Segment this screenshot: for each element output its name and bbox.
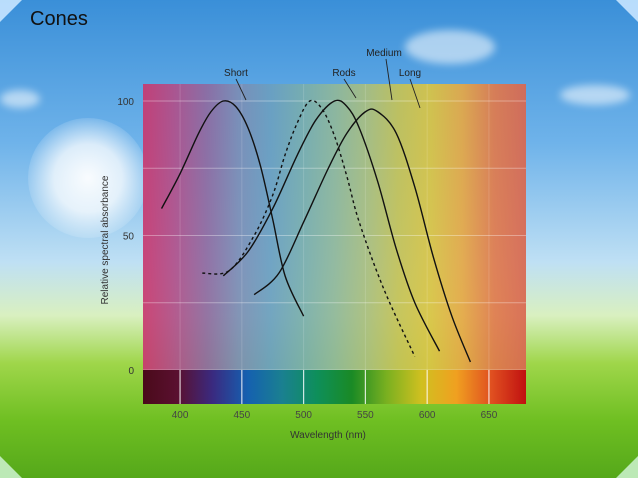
- y-tick-group: 0 50 100: [117, 97, 134, 377]
- cloud: [560, 85, 630, 105]
- y-tick-label: 0: [128, 366, 134, 377]
- series-line-long: [253, 108, 472, 363]
- corner-triangle-top-right: [616, 0, 638, 22]
- dandelion-decoration: [28, 118, 148, 238]
- series-line-rods: [202, 99, 416, 357]
- x-tick-group: 400 450 500 550 600 650: [172, 370, 498, 421]
- series-leader-medium: [385, 58, 393, 101]
- y-tick-label: 100: [117, 97, 134, 108]
- x-tick-label: 450: [233, 410, 250, 421]
- series-label-short: Short: [224, 68, 248, 79]
- series-line-short: [160, 100, 305, 317]
- x-tick-label: 400: [172, 410, 189, 421]
- series-leader-short: [235, 78, 247, 101]
- x-tick-label: 650: [481, 410, 498, 421]
- y-axis-label: Relative spectral absorbance: [100, 175, 111, 304]
- slide-title: Cones: [30, 8, 88, 30]
- x-tick-label: 500: [295, 410, 312, 421]
- corner-triangle-bottom-right: [616, 456, 638, 478]
- curve-group: [160, 99, 472, 363]
- series-leader-rods: [343, 78, 357, 99]
- corner-triangle-bottom-left: [0, 456, 22, 478]
- x-tick-label: 600: [419, 410, 436, 421]
- x-axis-label: Wavelength (nm): [290, 430, 366, 441]
- series-label-long: Long: [399, 68, 421, 79]
- series-leader-long: [409, 78, 421, 109]
- cloud: [405, 30, 495, 64]
- spectrum-bar: [143, 370, 526, 404]
- cloud: [0, 90, 40, 108]
- series-line-medium: [222, 99, 441, 352]
- series-label-medium: Medium: [366, 48, 402, 59]
- corner-triangle-top-left: [0, 0, 22, 22]
- x-tick-label: 550: [357, 410, 374, 421]
- series-label-group: Short Rods Medium Long: [224, 48, 421, 109]
- y-tick-label: 50: [123, 232, 135, 243]
- plot-background: [143, 84, 526, 370]
- series-label-rods: Rods: [332, 68, 355, 79]
